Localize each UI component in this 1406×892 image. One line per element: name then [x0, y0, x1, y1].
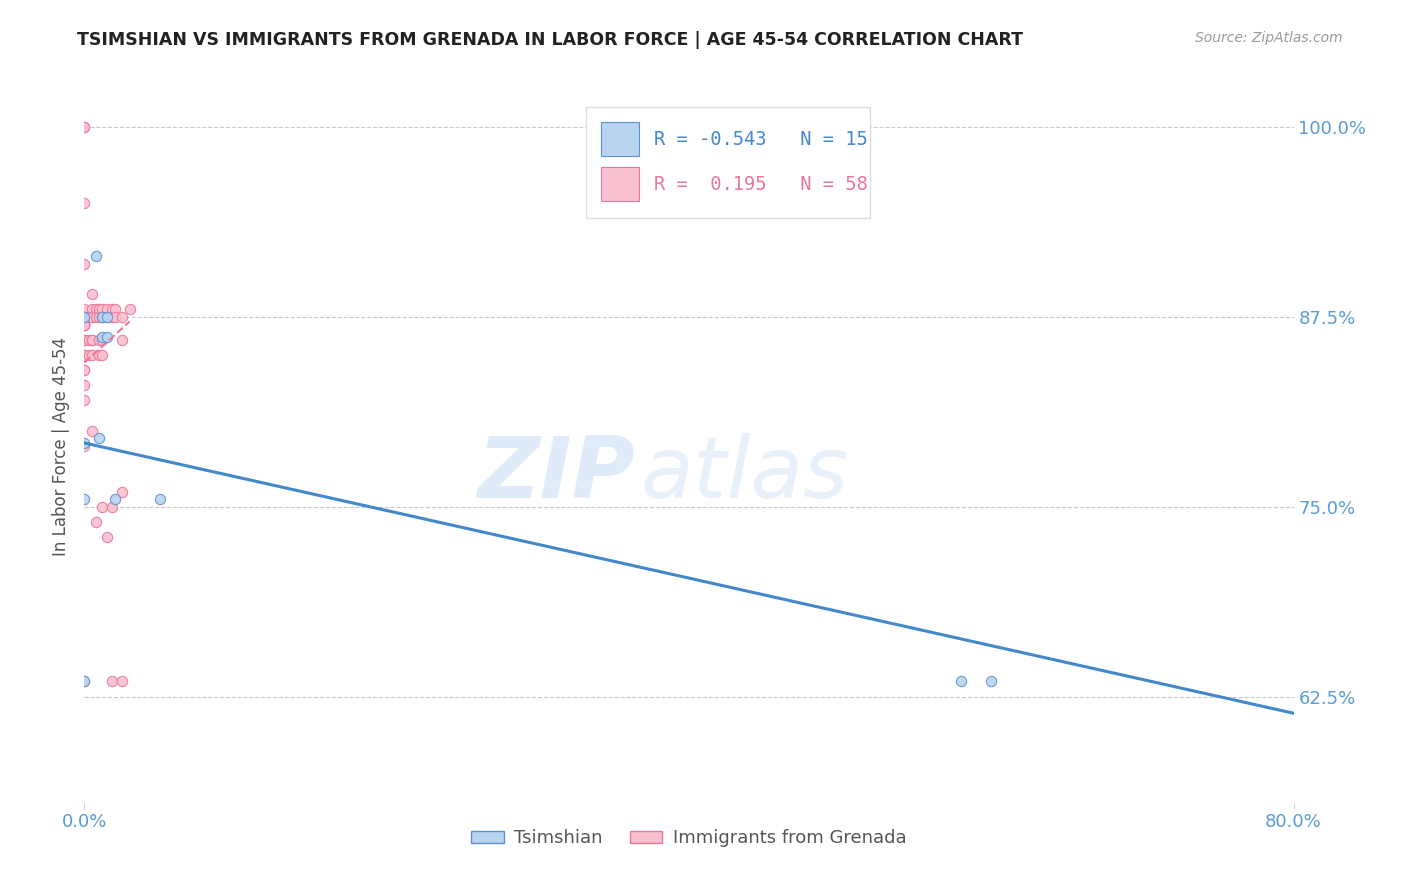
Point — [91, 302, 114, 317]
Point — [73, 333, 96, 347]
Point — [73, 393, 96, 408]
FancyBboxPatch shape — [586, 107, 870, 218]
Point — [89, 310, 111, 324]
Point — [73, 302, 96, 317]
Point — [80, 333, 103, 347]
Point — [111, 674, 134, 689]
Point — [91, 348, 114, 362]
Point — [73, 363, 96, 377]
Text: Source: ZipAtlas.com: Source: ZipAtlas.com — [1195, 31, 1343, 45]
Point — [77, 310, 100, 324]
Point — [73, 310, 96, 324]
Point — [89, 348, 111, 362]
Point — [96, 329, 118, 343]
FancyBboxPatch shape — [600, 167, 640, 202]
Legend: Tsimshian, Immigrants from Grenada: Tsimshian, Immigrants from Grenada — [464, 822, 914, 855]
Point — [73, 333, 96, 347]
Point — [73, 120, 96, 135]
Point — [86, 249, 108, 263]
Point — [149, 492, 172, 507]
Point — [73, 674, 96, 689]
Point — [91, 500, 114, 514]
Point — [111, 333, 134, 347]
Point — [91, 310, 114, 324]
Point — [73, 439, 96, 453]
Point — [91, 333, 114, 347]
Point — [96, 310, 118, 324]
Point — [111, 484, 134, 499]
Point — [73, 318, 96, 332]
Point — [80, 310, 103, 324]
Point — [96, 310, 118, 324]
Point — [77, 348, 100, 362]
Point — [100, 302, 122, 317]
Point — [73, 348, 96, 362]
Point — [100, 310, 122, 324]
Point — [77, 333, 100, 347]
Point — [100, 674, 122, 689]
Point — [91, 310, 114, 324]
Point — [89, 333, 111, 347]
Point — [73, 318, 96, 332]
Point — [89, 302, 111, 317]
Point — [73, 120, 96, 135]
Y-axis label: In Labor Force | Age 45-54: In Labor Force | Age 45-54 — [52, 336, 70, 556]
Point — [80, 310, 103, 324]
Text: TSIMSHIAN VS IMMIGRANTS FROM GRENADA IN LABOR FORCE | AGE 45-54 CORRELATION CHAR: TSIMSHIAN VS IMMIGRANTS FROM GRENADA IN … — [77, 31, 1024, 49]
Point — [980, 674, 1002, 689]
Point — [73, 378, 96, 392]
Point — [96, 530, 118, 544]
Point — [86, 515, 108, 529]
Point — [73, 436, 96, 450]
Point — [104, 310, 127, 324]
Point — [111, 310, 134, 324]
Point — [80, 348, 103, 362]
Point — [950, 674, 973, 689]
Point — [73, 318, 96, 332]
FancyBboxPatch shape — [600, 122, 640, 156]
Point — [96, 302, 118, 317]
Point — [89, 431, 111, 445]
Point — [91, 329, 114, 343]
Point — [73, 310, 96, 324]
Point — [80, 424, 103, 438]
Point — [86, 302, 108, 317]
Text: atlas: atlas — [641, 433, 849, 516]
Point — [118, 302, 141, 317]
Point — [73, 310, 96, 324]
Text: R =  0.195   N = 58: R = 0.195 N = 58 — [654, 175, 868, 194]
Point — [73, 492, 96, 507]
Text: ZIP: ZIP — [477, 433, 634, 516]
Point — [73, 348, 96, 362]
Point — [80, 333, 103, 347]
Point — [104, 302, 127, 317]
Point — [73, 196, 96, 211]
Point — [80, 287, 103, 301]
Point — [86, 310, 108, 324]
Point — [104, 492, 127, 507]
Point — [73, 363, 96, 377]
Point — [73, 674, 96, 689]
Point — [80, 302, 103, 317]
Point — [100, 500, 122, 514]
Text: R = -0.543   N = 15: R = -0.543 N = 15 — [654, 129, 868, 149]
Point — [73, 257, 96, 271]
Point — [77, 310, 100, 324]
